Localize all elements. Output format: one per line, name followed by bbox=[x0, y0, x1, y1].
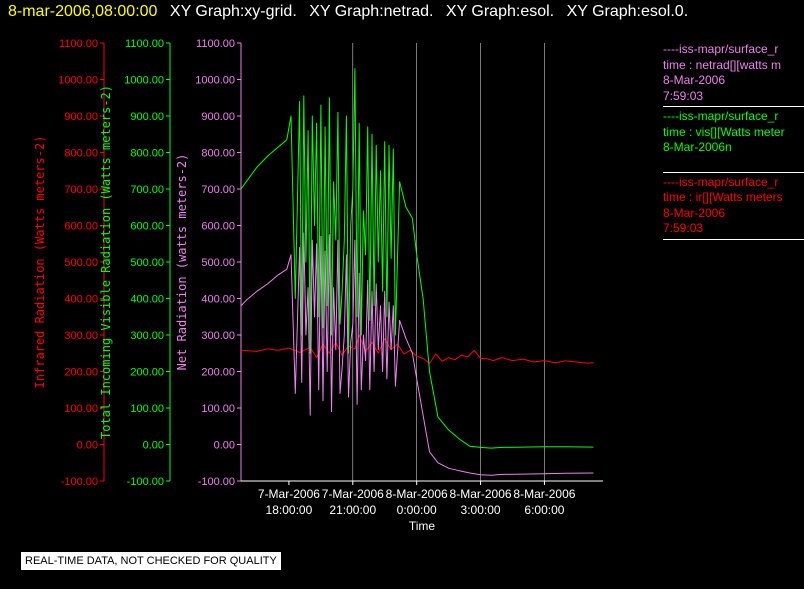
y-tick-label-net: 900.00 bbox=[201, 111, 235, 123]
legend-line: ----iss-mapr/surface_r bbox=[663, 174, 779, 189]
x-tick-label-time: 0:00:00 bbox=[397, 503, 437, 517]
tab-esol-0[interactable]: XY Graph:esol.0. bbox=[566, 3, 689, 20]
y-tick-label-vis: 1100.00 bbox=[125, 38, 164, 50]
series-line-0 bbox=[240, 334, 594, 364]
header-bar: 8-mar-2006,08:00:00 XY Graph:xy-grid. XY… bbox=[8, 3, 696, 21]
x-tick-label-date: 8-Mar-2006 bbox=[513, 487, 575, 501]
legend-line: time : netrad[][watts m bbox=[663, 57, 782, 72]
quality-notice: REAL-TIME DATA, NOT CHECKED FOR QUALITY bbox=[20, 551, 282, 571]
legend-line: 7:59:03 bbox=[663, 88, 704, 103]
x-tick-label-date: 7-Mar-2006 bbox=[258, 487, 320, 501]
y-tick-label-ir: 500.00 bbox=[64, 257, 98, 269]
y-tick-label-ir: 1100.00 bbox=[59, 38, 98, 50]
timestamp: 8-mar-2006,08:00:00 bbox=[8, 3, 158, 20]
series-line-2 bbox=[240, 232, 594, 476]
legend-entry-visible-radiation: ----iss-mapr/surface_r time : vis[][Watt… bbox=[663, 107, 804, 173]
legend-line: 8-Mar-2006n bbox=[663, 140, 732, 154]
legend-line: 8-Mar-2006 bbox=[663, 73, 726, 87]
y-tick-label-ir: 1000.00 bbox=[58, 75, 98, 87]
y-tick-label-vis: 500.00 bbox=[130, 257, 164, 269]
y-tick-label-net: 0.00 bbox=[214, 440, 235, 452]
y-tick-label-ir: 400.00 bbox=[64, 294, 98, 306]
y-tick-label-net: 100.00 bbox=[201, 403, 235, 415]
y-tick-label-net: 1100.00 bbox=[196, 38, 235, 50]
legend-entry-net-radiation: ----iss-mapr/surface_r time : netrad[][w… bbox=[663, 40, 804, 107]
y-tick-label-ir: 100.00 bbox=[64, 403, 98, 415]
x-tick-label-time: 18:00:00 bbox=[266, 503, 313, 517]
legend-line: time : ir[][Watts meters bbox=[663, 190, 783, 204]
y-tick-label-ir: 800.00 bbox=[64, 148, 98, 160]
series-line-1 bbox=[240, 68, 594, 449]
y-tick-label-ir: 600.00 bbox=[64, 221, 98, 233]
y-tick-label-net: 500.00 bbox=[201, 257, 235, 269]
y-tick-label-ir: 200.00 bbox=[64, 367, 98, 379]
y-tick-label-vis: 300.00 bbox=[130, 330, 164, 342]
legend-line: ----iss-mapr/surface_r bbox=[663, 42, 779, 56]
x-tick-label-date: 8-Mar-2006 bbox=[450, 487, 512, 501]
y-axis-title-ir: Infrared Radiation (Watts meters-2) bbox=[33, 136, 47, 389]
x-tick-label-date: 8-Mar-2006 bbox=[386, 487, 448, 501]
y-tick-label-vis: 0.00 bbox=[143, 440, 164, 452]
y-tick-label-net: 1000.00 bbox=[195, 75, 235, 87]
y-tick-label-vis: 400.00 bbox=[130, 294, 164, 306]
tab-netrad[interactable]: XY Graph:netrad. bbox=[309, 3, 434, 20]
y-tick-label-net: 200.00 bbox=[201, 367, 235, 379]
x-tick-label-date: 7-Mar-2006 bbox=[322, 487, 384, 501]
tab-xy-grid[interactable]: XY Graph:xy-grid. bbox=[169, 3, 297, 20]
y-tick-label-net: 800.00 bbox=[201, 148, 235, 160]
legend-line: 8-Mar-2006 bbox=[663, 205, 726, 220]
y-tick-label-vis: 900.00 bbox=[130, 111, 164, 123]
y-axis-title-net: Net Radiation (watts meters-2) bbox=[175, 154, 189, 371]
legend-line: time : vis[][Watts meter bbox=[663, 124, 785, 139]
y-tick-label-net: 600.00 bbox=[201, 221, 235, 233]
y-tick-label-vis: 100.00 bbox=[130, 403, 164, 415]
y-tick-label-ir: 300.00 bbox=[64, 330, 98, 342]
y-tick-label-ir: 900.00 bbox=[64, 111, 98, 123]
y-tick-label-ir: 700.00 bbox=[64, 184, 98, 196]
x-axis-title: Time bbox=[409, 519, 436, 533]
legend-line: ----iss-mapr/surface_r bbox=[663, 109, 779, 123]
y-tick-label-vis: 200.00 bbox=[130, 367, 164, 379]
y-tick-label-net: 300.00 bbox=[201, 330, 235, 342]
y-tick-label-vis: 600.00 bbox=[130, 221, 164, 233]
x-tick-label-time: 21:00:00 bbox=[329, 503, 376, 517]
y-tick-label-vis: 1000.00 bbox=[124, 75, 164, 87]
y-tick-label-net: 400.00 bbox=[201, 294, 235, 306]
y-tick-label-vis: 700.00 bbox=[130, 184, 164, 196]
y-tick-label-ir: 0.00 bbox=[77, 440, 98, 452]
y-tick-label-ir: -100.00 bbox=[61, 476, 98, 488]
y-tick-label-vis: 800.00 bbox=[130, 148, 164, 160]
legend-entry-infrared-radiation: ----iss-mapr/surface_r time : ir[][Watts… bbox=[663, 173, 804, 240]
tab-esol[interactable]: XY Graph:esol. bbox=[445, 3, 555, 20]
y-tick-label-net: 700.00 bbox=[201, 184, 235, 196]
x-tick-label-time: 3:00:00 bbox=[461, 503, 501, 517]
y-axis-title-vis: Total Incoming Visible Radiation (Watts … bbox=[99, 85, 113, 439]
x-tick-label-time: 6:00:00 bbox=[524, 503, 564, 517]
y-tick-label-vis: -100.00 bbox=[127, 476, 164, 488]
legend: ----iss-mapr/surface_r time : netrad[][w… bbox=[663, 40, 804, 240]
y-tick-label-net: -100.00 bbox=[198, 476, 235, 488]
legend-line: 7:59:03 bbox=[663, 221, 704, 235]
